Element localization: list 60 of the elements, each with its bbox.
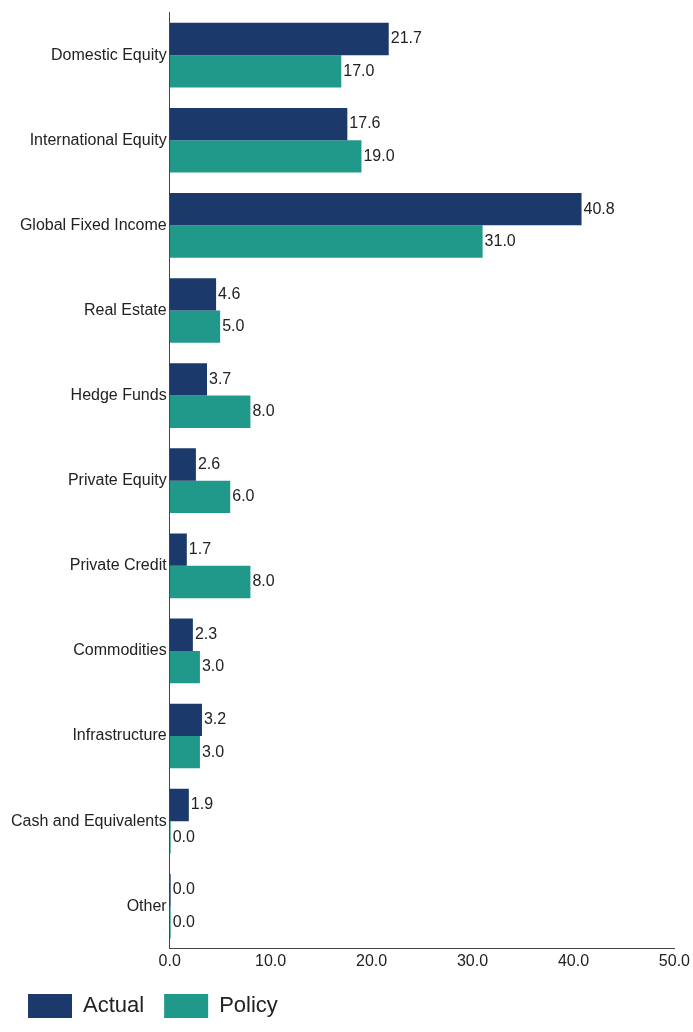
- data-label: 2.3: [194, 625, 218, 643]
- y-tick-label: Hedge Funds: [70, 386, 167, 403]
- data-label: 17.0: [343, 61, 375, 79]
- data-label: 19.0: [363, 146, 395, 164]
- y-tick-label: Cash and Equivalents: [11, 811, 167, 829]
- bar: [169, 703, 202, 737]
- y-tick-label: Real Estate: [83, 300, 167, 318]
- legend-label: Policy: [219, 992, 278, 1018]
- data-label: 8.0: [252, 402, 275, 420]
- y-tick-label: Domestic Equity: [51, 45, 167, 63]
- data-label: 5.0: [222, 317, 245, 335]
- data-label: 0.0: [172, 912, 195, 930]
- data-label: 0.0: [172, 827, 195, 845]
- data-label: 3.7: [209, 369, 232, 387]
- x-tick-label: 0.0: [158, 951, 181, 969]
- data-label: 40.8: [583, 199, 615, 217]
- bar: [169, 480, 231, 514]
- x-tick-label: 10.0: [255, 951, 287, 969]
- data-label: 3.2: [203, 710, 227, 728]
- bar: [169, 55, 342, 88]
- x-tick-label: 40.0: [557, 951, 590, 969]
- data-label: 3.0: [201, 657, 225, 675]
- bar: [169, 533, 187, 566]
- data-label: 0.0: [172, 880, 195, 898]
- bar: [169, 140, 362, 173]
- bar: [169, 650, 200, 684]
- data-label: 4.6: [218, 284, 241, 302]
- bar: [169, 395, 251, 428]
- x-tick-label: 20.0: [356, 951, 388, 969]
- x-tick-label: 30.0: [456, 951, 489, 969]
- bar: [169, 736, 200, 769]
- data-label: 8.0: [252, 572, 275, 590]
- bar: [169, 565, 251, 599]
- bar: [169, 363, 208, 396]
- data-label: 6.0: [232, 487, 255, 505]
- legend-label: Actual: [83, 992, 145, 1018]
- y-tick-label: International Equity: [29, 130, 167, 148]
- bar: [169, 448, 196, 481]
- data-label: 2.6: [197, 454, 221, 472]
- bar: [169, 278, 217, 311]
- bar: [169, 22, 389, 56]
- data-label: 31.0: [484, 231, 516, 249]
- y-tick-label: Private Equity: [67, 471, 167, 489]
- y-tick-label: Private Credit: [69, 556, 168, 574]
- bar: [169, 618, 193, 651]
- bar: [169, 788, 189, 822]
- x-tick-label: 50.0: [658, 951, 691, 969]
- bar: [169, 310, 221, 343]
- y-tick-label: Infrastructure: [72, 726, 167, 744]
- data-label: 1.7: [188, 540, 212, 558]
- bar: [169, 193, 582, 226]
- data-label: 1.9: [190, 795, 214, 813]
- y-tick-label: Commodities: [73, 641, 167, 659]
- y-tick-label: Global Fixed Income: [19, 215, 167, 233]
- data-label: 21.7: [390, 29, 422, 47]
- bar: [169, 107, 348, 141]
- y-tick-label: Other: [126, 896, 168, 914]
- bar: [169, 225, 483, 258]
- data-label: 17.6: [349, 114, 381, 132]
- data-label: 3.0: [201, 742, 225, 760]
